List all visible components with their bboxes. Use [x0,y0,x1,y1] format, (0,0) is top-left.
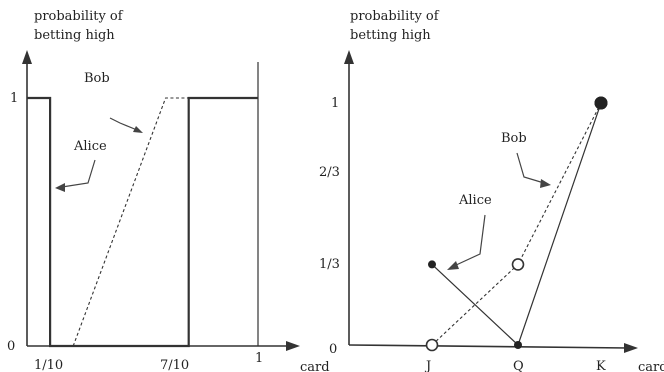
left-bob-line [72,97,189,347]
right-alice-arrow [453,214,486,267]
right-ytick-1-3: 1/3 [319,257,340,272]
left-ylabel-line1: probability of [34,9,124,24]
right-ytick-2-3: 2/3 [319,165,340,180]
right-alice-label: Alice [458,193,492,208]
left-bob-label: Bob [84,71,110,86]
left-alice-arrowhead [55,183,65,192]
left-alice-arrow [61,159,96,188]
left-xlabel: card [300,360,330,372]
right-chart: probability of betting high card 1 2/3 1… [319,9,664,372]
right-alice-point-Q [514,341,522,349]
left-bob-arrowhead [133,126,143,133]
left-alice-label: Alice [73,139,107,154]
right-ylabel-line1: probability of [350,9,440,24]
left-ytick-0: 0 [7,339,15,354]
left-alice-line [27,96,258,348]
right-ytick-0: 0 [329,342,337,357]
left-ylabel-line2: betting high [34,28,115,43]
right-bob-point-K [594,96,608,110]
left-xtick-1-10: 1/10 [34,358,63,372]
right-alice-point-J [428,260,436,269]
right-markers [425,96,608,352]
left-chart: probability of betting high card 1 0 1/1… [7,9,330,372]
right-x-axis [348,344,629,349]
left-xtick-7-10: 7/10 [160,358,189,372]
right-ytick-1: 1 [331,96,339,111]
right-ylabel-line2: betting high [350,28,431,43]
left-bob-arrow [109,117,138,131]
right-bob-point-Q [511,258,525,271]
right-bob-label: Bob [501,131,527,146]
left-y-axis-arrowhead [22,50,32,64]
right-xtick-K: K [596,359,606,372]
right-bob-arrowhead [540,179,551,188]
right-x-axis-arrowhead [624,343,638,353]
left-ytick-1: 1 [10,91,18,106]
right-xtick-Q: Q [513,359,524,372]
right-xtick-J: J [424,359,431,372]
right-bob-point-J [425,338,439,352]
right-bob-arrow [516,152,545,184]
left-xtick-1: 1 [255,351,263,366]
left-x-axis-arrowhead [286,341,300,351]
right-alice-arrowhead [447,261,459,270]
right-y-axis-arrowhead [344,50,354,64]
right-xlabel: card [638,360,664,372]
